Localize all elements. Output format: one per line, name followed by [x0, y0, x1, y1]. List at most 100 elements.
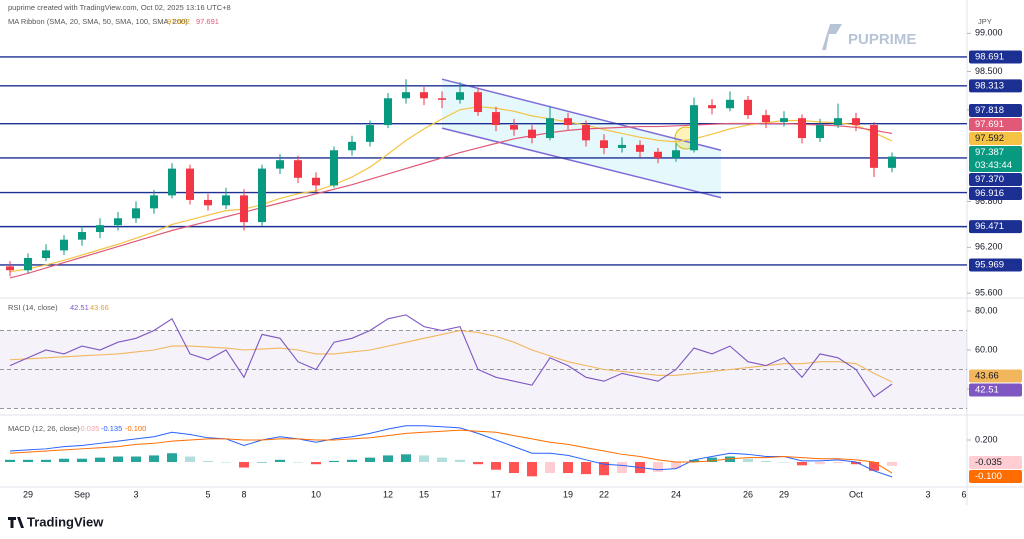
histogram-bar — [725, 456, 735, 463]
line-series — [9, 425, 893, 478]
candle-body — [852, 118, 860, 126]
histogram-bar — [779, 462, 789, 463]
candle-body — [816, 125, 824, 139]
candle-body — [672, 150, 680, 158]
histogram-bar — [455, 459, 465, 463]
price-badge — [969, 186, 1022, 200]
histogram-bar — [851, 462, 861, 465]
candle-body — [726, 99, 734, 109]
candle-body — [402, 92, 410, 99]
candle-body — [600, 140, 608, 148]
histogram-bar — [797, 462, 807, 466]
brand: PUPRIME — [848, 31, 916, 48]
histogram-bar — [563, 462, 573, 474]
price-badge — [969, 172, 1022, 186]
legend-value: 97.592 — [167, 17, 190, 26]
x-tick-label: 10 — [311, 489, 321, 499]
histogram-bar — [581, 462, 591, 475]
histogram-bar — [203, 460, 213, 463]
candle-body — [240, 195, 248, 223]
candle-body — [654, 151, 662, 158]
histogram-bar — [185, 456, 195, 463]
price-badge — [969, 220, 1022, 234]
logo-mark — [822, 24, 842, 50]
x-tick-label: 8 — [241, 489, 246, 499]
logo-mark — [8, 517, 24, 528]
line-series — [9, 122, 893, 279]
histogram-bar — [869, 462, 879, 471]
channel-fill — [442, 79, 721, 198]
price-badge — [969, 383, 1022, 397]
candle-body — [438, 98, 446, 100]
x-tick-label: 6 — [961, 489, 966, 499]
legend-value: -0.135 — [101, 424, 122, 433]
x-tick-label: 12 — [383, 489, 393, 499]
candle-body — [114, 218, 122, 226]
histogram-bar — [275, 459, 285, 463]
histogram-bar — [5, 459, 15, 463]
candle-body — [42, 250, 50, 259]
histogram-bar — [365, 457, 375, 463]
histogram-bar — [257, 462, 267, 463]
x-tick-label: 17 — [491, 489, 501, 499]
line-series — [9, 429, 893, 474]
candle-body — [798, 118, 806, 139]
x-tick-label: 3 — [925, 489, 930, 499]
badge-label: -0.035 — [975, 457, 1002, 468]
badge-label: 97.370 — [975, 174, 1004, 185]
candle-body — [96, 225, 104, 233]
candle-body — [312, 177, 320, 186]
histogram-bar — [617, 462, 627, 474]
histogram-bar — [653, 462, 663, 472]
indicator-title: MA Ribbon (SMA, 20, SMA, 50, SMA, 100, S… — [8, 17, 188, 26]
histogram-bar — [293, 462, 303, 463]
histogram-bar — [833, 462, 843, 464]
x-tick-label: 29 — [779, 489, 789, 499]
histogram-bar — [41, 459, 51, 463]
candle-body — [546, 118, 554, 139]
badge-label: 97.387 — [975, 147, 1004, 158]
candle-body — [636, 144, 644, 152]
legend-value: 42.51 — [70, 303, 89, 312]
histogram-bar — [311, 462, 321, 465]
candle-body — [474, 92, 482, 113]
candle-body — [582, 125, 590, 141]
histogram-bar — [887, 462, 897, 466]
price-badge — [969, 369, 1022, 383]
candle-body — [276, 160, 284, 169]
badge-label: 97.592 — [975, 133, 1004, 144]
histogram-bar — [131, 456, 141, 463]
histogram-bar — [347, 459, 357, 463]
candle-body — [294, 160, 302, 178]
candle-body — [348, 141, 356, 151]
histogram-bar — [599, 462, 609, 476]
footer-brand: TradingView — [27, 514, 104, 529]
candle-body — [510, 125, 518, 130]
histogram-bar — [383, 455, 393, 463]
histogram-bar — [77, 458, 87, 463]
candle-body — [204, 199, 212, 206]
channel-line — [441, 127, 722, 199]
badge-label: 03:43:44 — [975, 160, 1012, 171]
candle-body — [456, 92, 464, 100]
footer-logo: TradingView — [8, 514, 104, 529]
histogram-bar — [113, 456, 123, 463]
candle-body — [24, 258, 32, 271]
indicator-title: MACD (12, 26, close) — [8, 424, 80, 433]
candle-body — [618, 144, 626, 148]
price-badge — [969, 50, 1022, 64]
x-tick-label: 19 — [563, 489, 573, 499]
candle-body — [564, 118, 572, 126]
histogram-bar — [221, 462, 231, 463]
histogram-bar — [23, 459, 33, 463]
candle-body — [690, 105, 698, 151]
candle-body — [780, 118, 788, 122]
legend-value: 97.691 — [196, 17, 219, 26]
histogram-bar — [761, 460, 771, 463]
candle-body — [78, 232, 86, 240]
candle-body — [834, 118, 842, 126]
legend-value: -0.035 — [78, 424, 99, 433]
legend-value: -0.100 — [125, 424, 146, 433]
x-tick-label: 24 — [671, 489, 681, 499]
